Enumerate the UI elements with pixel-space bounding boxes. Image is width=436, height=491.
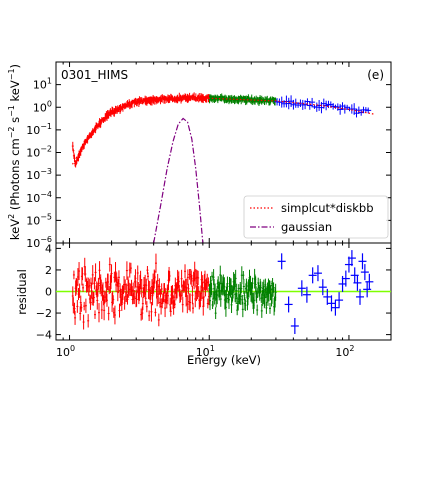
ylabel-part-g: keV	[8, 80, 22, 105]
x-tick-label-1-exp: 1	[210, 344, 215, 353]
x-tick-label-1: 101	[196, 344, 215, 359]
y-tick-label-5: 10−1	[26, 122, 52, 137]
ylabel-part-c: (Photons cm	[8, 138, 22, 213]
y-tick-label-0-base: 10	[26, 237, 40, 250]
y-tick-label-5-base: 10	[26, 124, 40, 137]
y-tick-label-6-base: 10	[33, 101, 47, 114]
y-tick-label-0-exp: −6	[40, 235, 52, 244]
res-y-tick-label-3: 2	[45, 264, 52, 277]
x-tick-label-1-base: 10	[196, 346, 210, 359]
model-line-1	[153, 117, 204, 243]
y-tick-label-1: 10−5	[26, 212, 52, 227]
x-tick-label-0: 100	[56, 344, 75, 359]
model-line-0	[71, 97, 374, 165]
res-y-tick-label-0: −4	[36, 329, 52, 342]
x-tick-label-2-exp: 2	[349, 344, 354, 353]
panel-label: 0301_HIMS	[61, 68, 128, 82]
y-tick-label-7: 101	[33, 77, 52, 92]
x-tick-label-2: 102	[335, 344, 354, 359]
y-tick-label-4: 10−2	[26, 145, 52, 160]
y-tick-label-4-base: 10	[26, 147, 40, 160]
res-y-tick-label-2: 0	[45, 286, 52, 299]
y-tick-label-4-exp: −2	[40, 145, 52, 154]
legend-label-gaussian: gaussian	[281, 220, 332, 234]
spectrum-y-label: keV2 (Photons cm−2 s−1 keV−1)	[7, 64, 22, 240]
ylabel-part-d: −2	[7, 127, 16, 139]
legend-label-simplcut: simplcut*diskbb	[281, 201, 374, 215]
y-tick-label-1-exp: −5	[40, 212, 52, 221]
residual-y-label: residual	[15, 269, 29, 315]
ylabel-part-b: 2	[7, 214, 16, 219]
x-tick-label-0-exp: 0	[70, 344, 75, 353]
y-tick-label-0: 10−6	[26, 235, 52, 250]
ylabel-part-i: )	[8, 64, 22, 69]
legend: simplcut*diskbb gaussian	[243, 195, 389, 239]
y-tick-label-5-exp: −1	[40, 122, 52, 131]
residual-data	[56, 250, 391, 334]
ylabel-part-e: s	[8, 117, 22, 127]
panel-tag: (e)	[367, 68, 384, 82]
y-tick-label-2: 10−4	[26, 190, 52, 205]
y-tick-label-7-base: 10	[33, 79, 47, 92]
res-y-tick-label-1: −2	[36, 307, 52, 320]
y-tick-label-7-exp: 1	[47, 77, 52, 86]
ylabel-part-f: −1	[7, 105, 16, 117]
x-tick-label-0-base: 10	[56, 346, 70, 359]
ylabel-part-h: −1	[7, 68, 16, 80]
spectrum-data	[71, 92, 374, 243]
y-tick-label-2-exp: −4	[40, 190, 52, 199]
y-tick-label-6: 100	[33, 99, 52, 114]
ylabel-part-a: keV	[8, 219, 22, 240]
y-tick-label-3: 10−3	[26, 167, 52, 182]
x-axis-label: Energy (keV)	[187, 353, 261, 367]
res-y-tick-label-4: 4	[45, 242, 52, 255]
y-tick-label-1-base: 10	[26, 214, 40, 227]
y-tick-label-6-exp: 0	[47, 99, 52, 108]
y-tick-label-3-exp: −3	[40, 167, 52, 176]
legend-box	[243, 195, 389, 239]
y-tick-label-3-base: 10	[26, 169, 40, 182]
x-tick-label-2-base: 10	[335, 346, 349, 359]
y-tick-label-2-base: 10	[26, 192, 40, 205]
